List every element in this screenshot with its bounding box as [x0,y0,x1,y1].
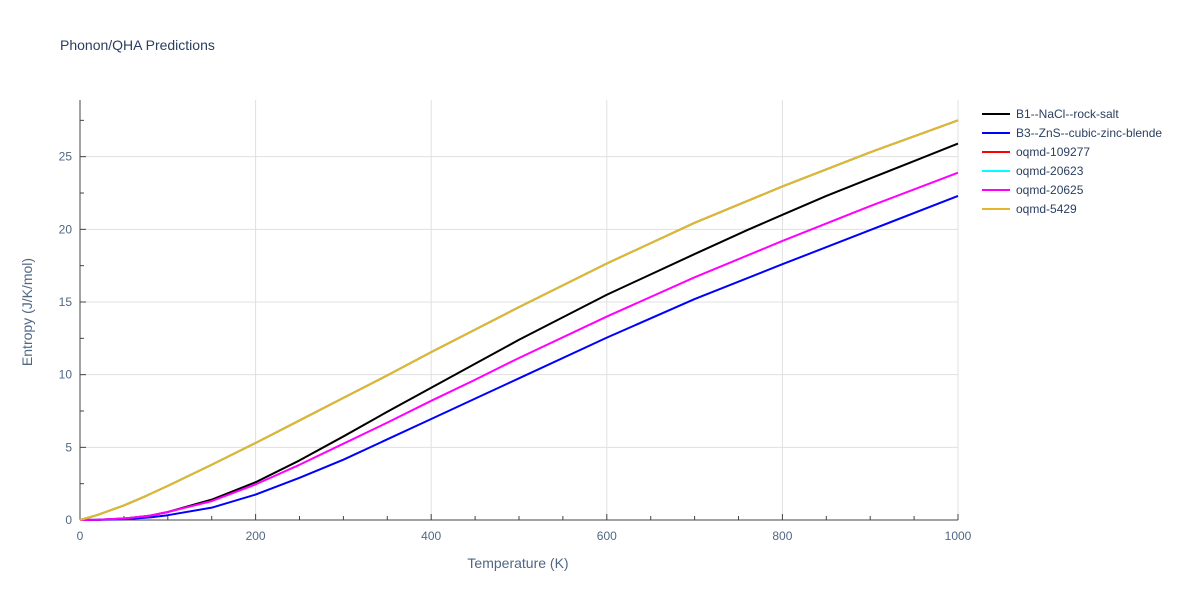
y-axis-title: Entropy (J/K/mol) [19,258,35,366]
legend-label: oqmd-5429 [1016,202,1077,216]
series-line-oqmd-20623 [79,119,959,521]
y-tick-label: 20 [59,222,73,236]
series-line-oqmd-5429 [79,119,959,521]
legend-item[interactable]: oqmd-20625 [982,183,1084,197]
chart-title: Phonon/QHA Predictions [60,37,215,53]
series-line-B1--NaCl--rock-salt [79,142,959,521]
legend-label: oqmd-109277 [1016,145,1090,159]
legend-item[interactable]: oqmd-109277 [982,145,1090,159]
x-tick-label: 0 [77,529,84,543]
legend-item[interactable]: oqmd-5429 [982,202,1077,216]
series-line-B3--ZnS--cubic-zinc-blende [79,194,959,521]
x-tick-label: 200 [246,529,266,543]
legend-item[interactable]: B3--ZnS--cubic-zinc-blende [982,126,1162,140]
y-tick-label: 10 [59,368,73,382]
axes: 0 200 400 600 800 1000 0 5 10 15 20 25 [59,100,972,543]
x-tick-label: 400 [421,529,441,543]
x-axis-title: Temperature (K) [467,555,568,571]
series-group [79,119,959,521]
legend-label: oqmd-20623 [1016,164,1084,178]
x-tick-label: 1000 [945,529,972,543]
legend[interactable]: B1--NaCl--rock-salt B3--ZnS--cubic-zinc-b… [982,107,1162,216]
series-line-oqmd-109277 [79,119,959,521]
legend-label: oqmd-20625 [1016,183,1084,197]
y-tick-label: 0 [65,513,72,527]
legend-item[interactable]: B1--NaCl--rock-salt [982,107,1119,121]
legend-label: B1--NaCl--rock-salt [1016,107,1119,121]
series-line-oqmd-20625 [79,171,959,521]
y-tick-label: 15 [59,295,73,309]
x-tick-label: 600 [597,529,617,543]
legend-label: B3--ZnS--cubic-zinc-blende [1016,126,1162,140]
grid [80,100,959,520]
y-tick-label: 5 [65,440,72,454]
x-tick-label: 800 [772,529,792,543]
legend-item[interactable]: oqmd-20623 [982,164,1084,178]
y-tick-label: 25 [59,150,73,164]
